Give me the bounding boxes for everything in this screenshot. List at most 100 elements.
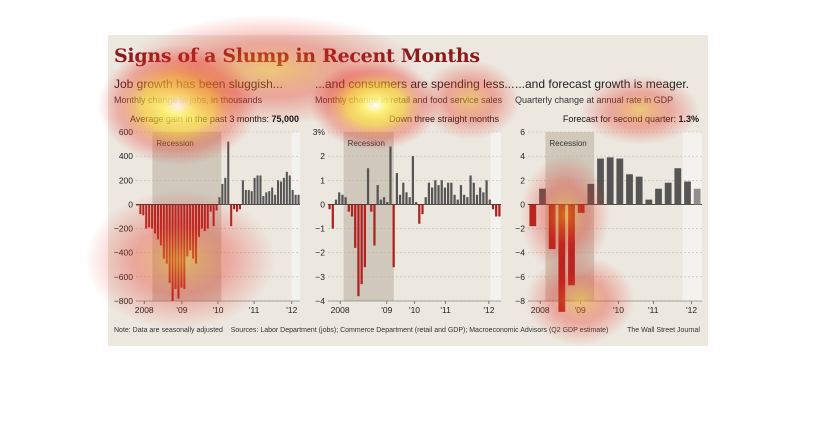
- bar: [338, 192, 341, 205]
- bar: [162, 204, 165, 259]
- x-tick-label: '10: [613, 305, 624, 315]
- recession-label: Recession: [549, 139, 586, 148]
- y-tick-label: 0: [320, 199, 325, 209]
- bar: [233, 204, 236, 210]
- bar: [674, 168, 682, 205]
- bar: [203, 204, 206, 231]
- bar: [414, 202, 418, 205]
- bar: [192, 204, 195, 259]
- bar: [577, 204, 585, 213]
- bar: [421, 204, 424, 215]
- bar: [482, 192, 485, 205]
- y-tick-label: −2: [315, 248, 325, 258]
- y-tick-label: 6: [520, 127, 525, 137]
- bar: [139, 204, 142, 215]
- bar: [498, 204, 501, 217]
- bar: [262, 195, 265, 205]
- bar: [288, 175, 291, 205]
- bar: [168, 204, 171, 283]
- bar: [485, 180, 488, 205]
- x-tick-label: 2008: [331, 305, 350, 315]
- bar: [447, 182, 450, 205]
- bar: [189, 204, 192, 251]
- y-tick-label: −4: [315, 296, 325, 306]
- bar: [200, 204, 203, 229]
- bar: [479, 187, 482, 205]
- bar: [475, 194, 479, 205]
- x-tick-label: '11: [648, 305, 659, 315]
- bar: [350, 204, 354, 217]
- bar: [347, 204, 350, 212]
- bar: [450, 182, 453, 205]
- bar: [294, 194, 297, 205]
- bar: [568, 204, 575, 286]
- y-tick-label: 2: [520, 175, 525, 185]
- x-tick-label: 2008: [531, 305, 550, 315]
- latest-period-band: [682, 132, 702, 301]
- bar: [180, 204, 183, 288]
- bar: [548, 204, 556, 250]
- bar: [236, 204, 239, 212]
- bar: [453, 194, 456, 205]
- y-tick-label: 2: [320, 151, 325, 161]
- bar: [440, 180, 443, 205]
- bar: [215, 204, 218, 211]
- sources-note: Sources: Labor Department (jobs); Commer…: [230, 327, 609, 334]
- bar: [597, 158, 604, 205]
- bar: [145, 204, 148, 229]
- bar: [664, 182, 672, 205]
- x-tick-label: '11: [249, 305, 260, 315]
- bar: [392, 204, 395, 268]
- bar: [221, 183, 224, 205]
- y-tick-label: 400: [119, 151, 133, 161]
- bar: [386, 202, 389, 205]
- bar: [151, 204, 154, 229]
- recession-label: Recession: [156, 139, 193, 148]
- y-tick-label: −1: [315, 224, 325, 234]
- y-tick-label: −400: [114, 248, 133, 258]
- y-tick-label: 0: [520, 199, 525, 209]
- bar: [148, 204, 151, 228]
- bar: [469, 175, 472, 205]
- bar: [241, 180, 244, 205]
- bar: [159, 204, 162, 246]
- bar: [186, 204, 189, 257]
- x-tick-label: '10: [212, 305, 223, 315]
- bar: [558, 204, 566, 312]
- y-tick-label: −2: [515, 224, 525, 234]
- bar: [430, 187, 434, 205]
- bar: [459, 185, 463, 205]
- bar: [587, 183, 595, 205]
- bar: [195, 204, 198, 264]
- y-tick-label: 4: [520, 151, 525, 161]
- y-tick-label: −3: [315, 272, 325, 282]
- bar: [606, 157, 614, 205]
- bar: [373, 204, 376, 246]
- bar: [259, 175, 262, 205]
- bar: [206, 204, 209, 229]
- bar: [165, 204, 168, 264]
- bar: [279, 181, 282, 205]
- x-tick-label: '12: [686, 305, 697, 315]
- x-tick-label: '12: [483, 305, 494, 315]
- bar: [331, 204, 334, 229]
- y-tick-label: 0: [128, 199, 133, 209]
- x-tick-label: '12: [286, 305, 297, 315]
- bar: [408, 197, 411, 205]
- bar: [197, 204, 200, 238]
- y-tick-label: −6: [515, 272, 525, 282]
- y-tick-label: −600: [114, 272, 133, 282]
- bar: [285, 171, 288, 205]
- bar: [177, 204, 180, 299]
- y-tick-label: 3%: [313, 127, 326, 137]
- bar: [402, 182, 405, 205]
- recession-label: Recession: [348, 139, 385, 148]
- bar: [370, 204, 373, 212]
- x-tick-label: '09: [381, 305, 392, 315]
- bar: [171, 204, 174, 301]
- bar: [154, 204, 157, 234]
- bar: [488, 199, 491, 205]
- bar: [256, 175, 259, 205]
- bar: [253, 177, 256, 205]
- bar: [389, 146, 392, 205]
